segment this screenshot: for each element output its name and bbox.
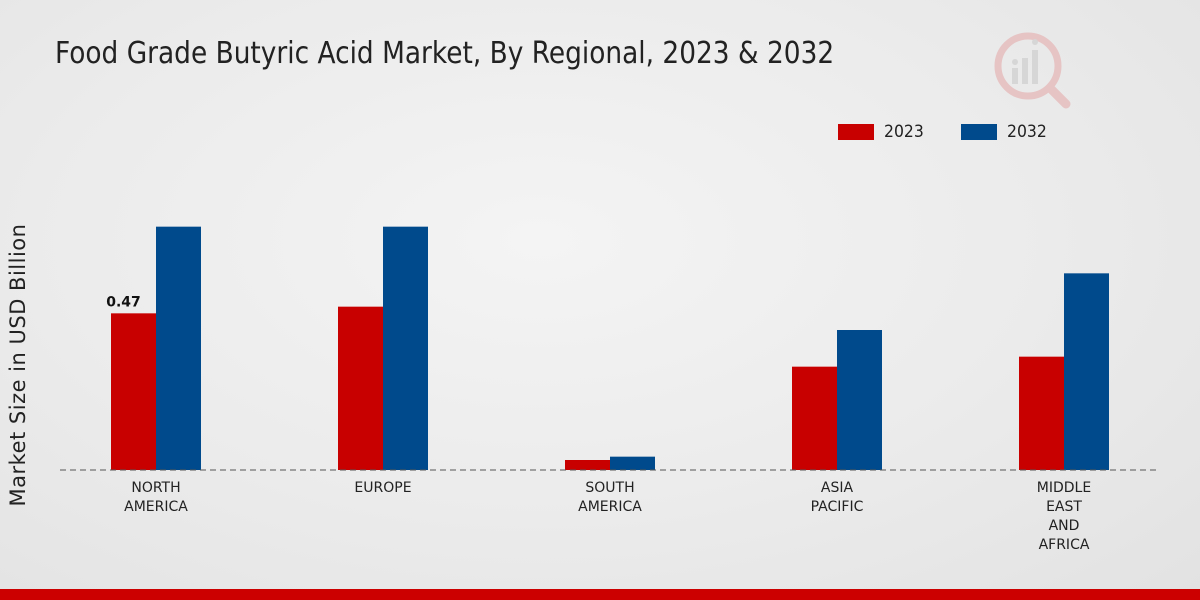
- x-tick-label-middle-east-and-africa-line-1: EAST: [1046, 499, 1082, 515]
- x-tick-label-north-america-line-1: AMERICA: [124, 499, 188, 515]
- bar-2032-middle-east-and-africa: [1064, 273, 1109, 470]
- x-tick-label-middle-east-and-africa-line-0: MIDDLE: [1037, 480, 1091, 496]
- bar-2032-europe: [383, 226, 428, 470]
- bar-2023-asia-pacific: [792, 366, 837, 470]
- legend-swatch-2032: [961, 124, 998, 140]
- data-label-2023-0: 0.47: [106, 294, 141, 310]
- x-tick-label-south-america-line-1: AMERICA: [578, 499, 642, 515]
- x-tick-label-europe-line-0: EUROPE: [354, 480, 411, 496]
- legend-swatch-2023: [838, 124, 874, 140]
- chart-title: Food Grade Butyric Acid Market, By Regio…: [55, 36, 835, 71]
- x-tick-label-middle-east-and-africa-line-2: AND: [1049, 518, 1080, 534]
- x-tick-label-asia-pacific-line-1: PACIFIC: [811, 499, 864, 515]
- x-tick-label-south-america-line-0: SOUTH: [585, 480, 634, 496]
- bar-2023-middle-east-and-africa: [1019, 356, 1064, 470]
- bar-2032-south-america: [610, 456, 655, 470]
- bar-2032-north-america: [156, 226, 201, 470]
- x-tick-label-middle-east-and-africa-line-3: AFRICA: [1039, 537, 1090, 553]
- bar-2023-south-america: [565, 460, 610, 470]
- legend-label-2023: 2023: [884, 122, 924, 142]
- x-tick-label-asia-pacific-line-0: ASIA: [821, 480, 854, 496]
- legend: 2023 2032: [838, 122, 1085, 142]
- legend-label-2032: 2032: [1007, 122, 1048, 142]
- bar-2023-north-america: [111, 313, 156, 470]
- bar-2023-europe: [338, 306, 383, 470]
- legend-item-2032: 2032: [961, 122, 1050, 142]
- x-tick-label-north-america-line-0: NORTH: [131, 480, 180, 496]
- logo-icon: [994, 32, 1071, 109]
- legend-item-2023: 2023: [838, 122, 927, 142]
- bar-2032-asia-pacific: [837, 330, 882, 470]
- bottom-accent-bar: [0, 589, 1200, 600]
